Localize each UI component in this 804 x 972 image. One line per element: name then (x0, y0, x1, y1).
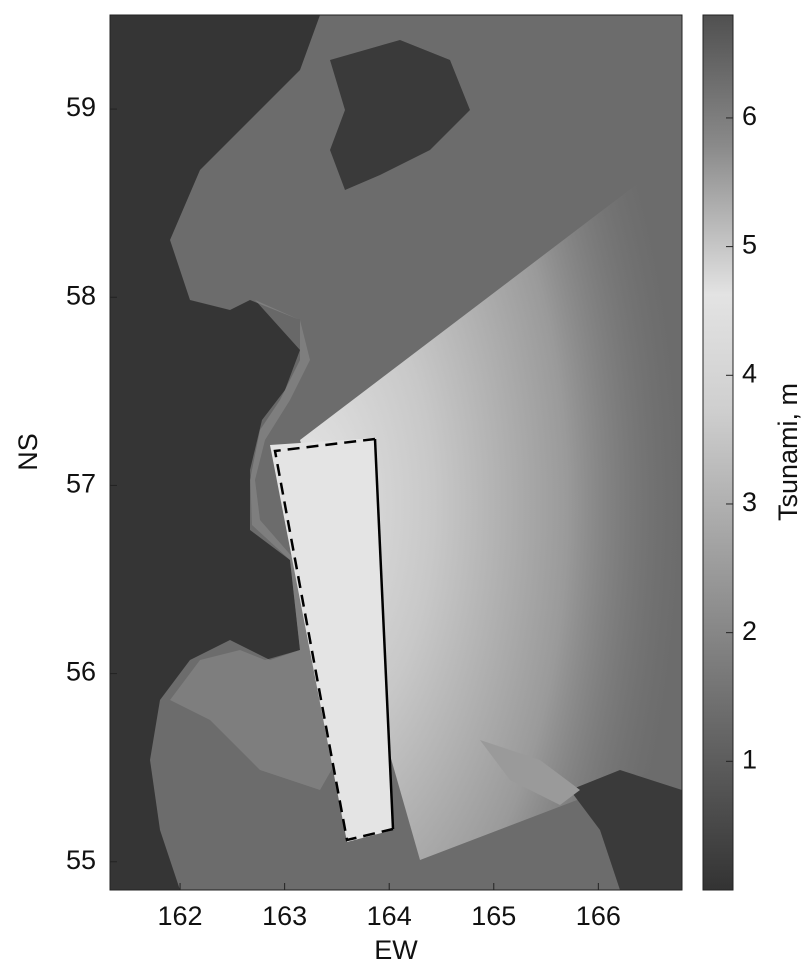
x-axis-label: EW (374, 935, 418, 965)
y-tick-label: 55 (66, 845, 96, 875)
colorbar-label: Tsunami, m (773, 383, 803, 521)
x-tick-label: 164 (367, 901, 412, 931)
x-tick-label: 165 (471, 901, 516, 931)
map-figure: EW NS Tsunami, m 16216316416516655565758… (0, 0, 804, 967)
colorbar-tick-label: 5 (742, 230, 757, 260)
y-tick-label: 57 (66, 469, 96, 499)
colorbar-tick-label: 1 (742, 744, 757, 774)
colorbar-tick-label: 6 (742, 101, 757, 131)
colorbar-tick-label: 2 (742, 616, 757, 646)
x-tick-label: 162 (158, 901, 203, 931)
colorbar-tick-label: 4 (742, 358, 757, 388)
y-axis-label: NS (13, 433, 43, 471)
map-image (110, 15, 682, 890)
x-tick-label: 163 (262, 901, 307, 931)
colorbar-tick-label: 3 (742, 487, 757, 517)
y-tick-label: 59 (66, 92, 96, 122)
colorbar (703, 15, 733, 890)
y-tick-label: 56 (66, 657, 96, 687)
y-tick-label: 58 (66, 280, 96, 310)
x-tick-label: 166 (576, 901, 621, 931)
